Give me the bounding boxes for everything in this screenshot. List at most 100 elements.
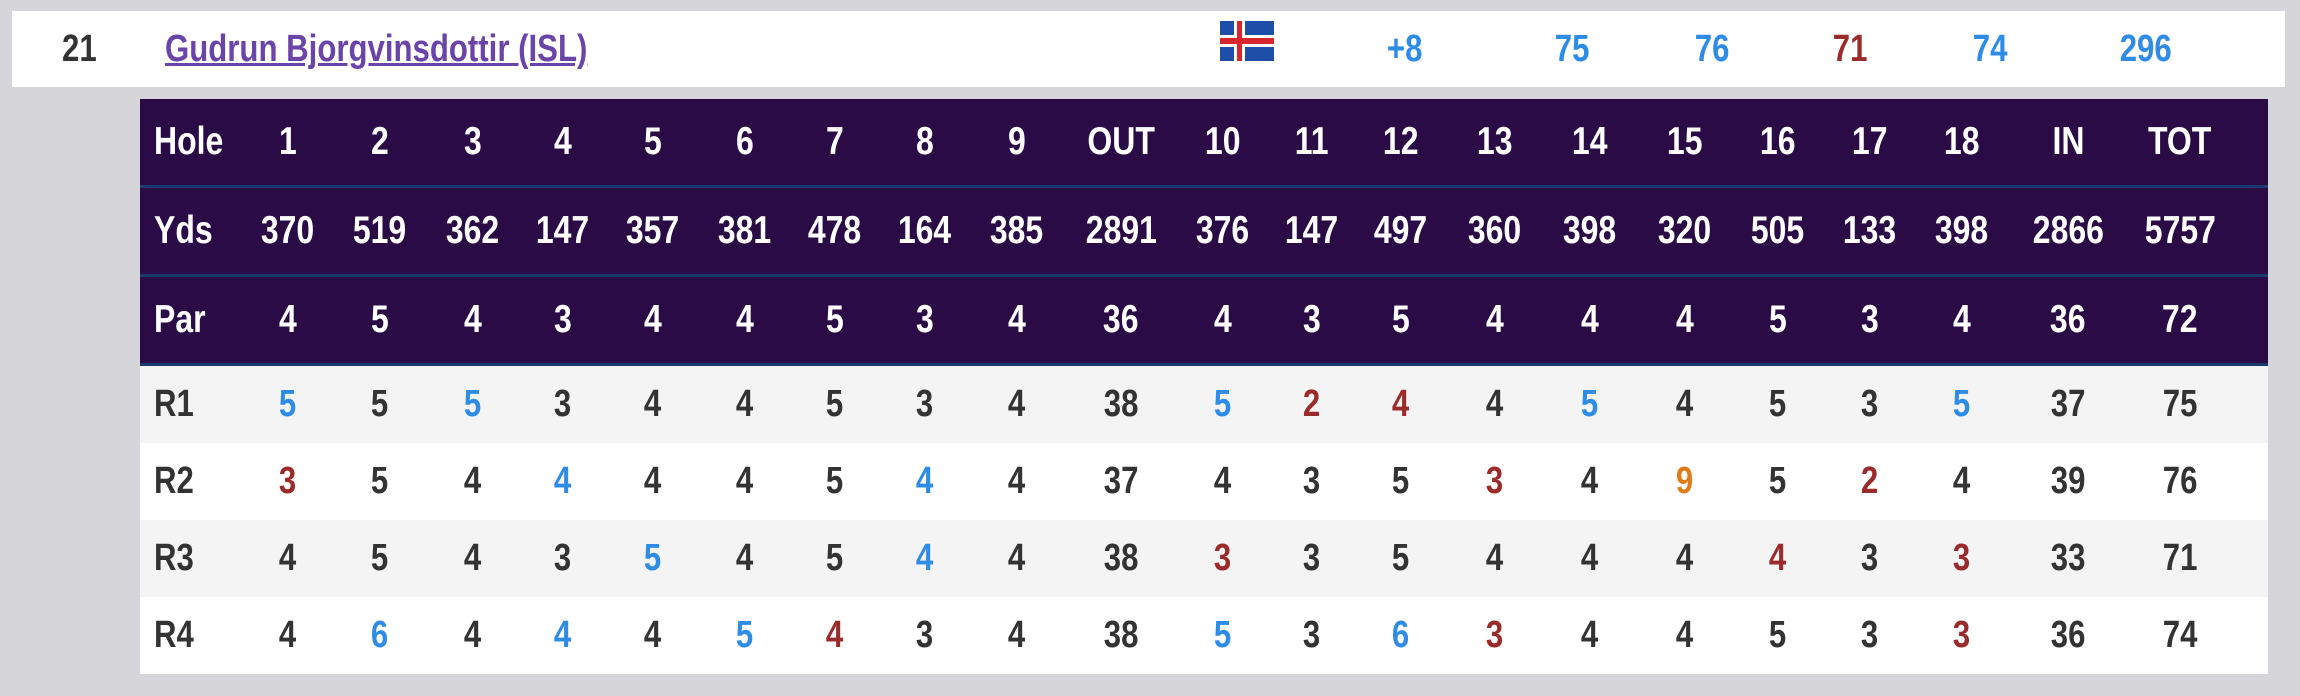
header-cell: IN [2052, 120, 2084, 163]
header-cell: 3 [464, 120, 482, 163]
score-cell: 2 [1303, 383, 1321, 425]
score-cell: 3 [1214, 537, 1232, 579]
header-cell: 385 [990, 209, 1044, 252]
score-cell: 3 [279, 460, 297, 502]
score-cell: 4 [1676, 383, 1694, 425]
header-cell: 11 [1295, 120, 1329, 163]
score-cell: 37 [1103, 460, 1139, 502]
score-cell: 4 [1008, 460, 1026, 502]
score-cell: 4 [644, 460, 662, 502]
header-cell: 8 [916, 120, 934, 163]
score-cell: 38 [1103, 614, 1139, 656]
scorecard: Hole 1 2 3 4 5 6 7 8 9 OUT 10 11 12 13 14 15 16 17 18 IN TOT Y… [140, 99, 2268, 681]
header-cell: 497 [1374, 209, 1428, 252]
iceland-flag-icon [1220, 21, 1274, 61]
header-cell: 398 [1935, 209, 1989, 252]
header-cell: 6 [736, 120, 754, 163]
score-cell: 6 [371, 614, 389, 656]
score-cell: 3 [916, 383, 934, 425]
score-cell: 5 [1769, 383, 1787, 425]
header-cell: 10 [1205, 120, 1241, 163]
score-cell: 5 [826, 537, 844, 579]
header-cell: 519 [353, 209, 407, 252]
header-cell: 12 [1383, 120, 1419, 163]
score-cell: 5 [1581, 383, 1599, 425]
scorecard-round-row: R3 4 5 4 3 5 4 5 4 4 38 3 3 5 4 4 4 4 3 3 33 71 [140, 520, 2268, 597]
score-cell: 5 [1392, 460, 1410, 502]
header-cell: 3 [916, 298, 934, 341]
score-cell: 5 [279, 383, 297, 425]
score-cell: 74 [2162, 614, 2198, 656]
score-cell: 4 [644, 383, 662, 425]
score-cell: 4 [279, 614, 297, 656]
score-cell: 4 [1486, 537, 1504, 579]
score-cell: 5 [1214, 614, 1232, 656]
score-cell: 5 [1392, 537, 1410, 579]
header-cell: 5 [1769, 298, 1787, 341]
score-cell: 5 [1214, 383, 1232, 425]
header-cell: 4 [644, 298, 662, 341]
score-cell: 4 [736, 537, 754, 579]
score-cell: 3 [1303, 537, 1321, 579]
score-cell: 5 [1769, 614, 1787, 656]
header-cell: 370 [261, 209, 315, 252]
header-cell: 5 [371, 298, 389, 341]
score-cell: 2 [1861, 460, 1879, 502]
header-cell: 2891 [1085, 209, 1157, 252]
header-cell: 7 [826, 120, 844, 163]
row-label: R3 [154, 537, 194, 579]
header-cell: 147 [1285, 209, 1339, 252]
header-cell: 360 [1468, 209, 1522, 252]
player-name-link[interactable]: Gudrun Bjorgvinsdottir (ISL) [165, 28, 588, 70]
score-cell: 5 [371, 537, 389, 579]
score-cell: 4 [279, 537, 297, 579]
header-cell: 4 [1486, 298, 1504, 341]
header-cell: 478 [808, 209, 862, 252]
score-cell: 4 [1581, 537, 1599, 579]
header-cell: 18 [1944, 120, 1980, 163]
score-cell: 6 [1392, 614, 1410, 656]
score-cell: 3 [1303, 614, 1321, 656]
header-cell: 3 [1303, 298, 1321, 341]
header-cell: 14 [1572, 120, 1608, 163]
score-cell: 4 [464, 537, 482, 579]
score-cell: 3 [1486, 460, 1504, 502]
score-cell: 3 [1303, 460, 1321, 502]
row-label: Hole [154, 120, 224, 163]
header-cell: 9 [1008, 120, 1026, 163]
header-cell: 72 [2162, 298, 2198, 341]
score-cell: 5 [371, 460, 389, 502]
score-cell: 4 [736, 460, 754, 502]
score-cell: 37 [2050, 383, 2086, 425]
score-cell: 4 [1676, 614, 1694, 656]
header-cell: 4 [1581, 298, 1599, 341]
score-cell: 4 [736, 383, 754, 425]
header-cell: 4 [736, 298, 754, 341]
header-cell: TOT [2148, 120, 2212, 163]
player-row[interactable]: 21 Gudrun Bjorgvinsdottir (ISL) +8 75 76… [12, 11, 2285, 87]
scorecard-header-row: Par 4 5 4 3 4 4 5 3 4 36 4 3 5 4 4 4 5 3 4 36 72 [140, 277, 2268, 366]
player-round-4: 74 [1972, 28, 2008, 70]
header-cell: 36 [2050, 298, 2086, 341]
score-cell: 4 [1676, 537, 1694, 579]
header-cell: 5757 [2144, 209, 2216, 252]
score-cell: 5 [736, 614, 754, 656]
score-cell: 4 [464, 460, 482, 502]
score-cell: 4 [1581, 614, 1599, 656]
header-cell: 5 [826, 298, 844, 341]
player-round-1: 75 [1554, 28, 1590, 70]
score-cell: 3 [1861, 614, 1879, 656]
header-cell: 505 [1751, 209, 1805, 252]
score-cell: 3 [1861, 383, 1879, 425]
header-cell: 5 [644, 120, 662, 163]
score-cell: 3 [1486, 614, 1504, 656]
score-cell: 4 [1953, 460, 1971, 502]
header-cell: 4 [1008, 298, 1026, 341]
header-cell: 3 [554, 298, 572, 341]
header-cell: 133 [1843, 209, 1897, 252]
header-cell: 4 [1214, 298, 1232, 341]
player-to-par: +8 [1387, 28, 1423, 70]
header-cell: 362 [446, 209, 500, 252]
score-cell: 76 [2162, 460, 2198, 502]
header-cell: 147 [536, 209, 590, 252]
